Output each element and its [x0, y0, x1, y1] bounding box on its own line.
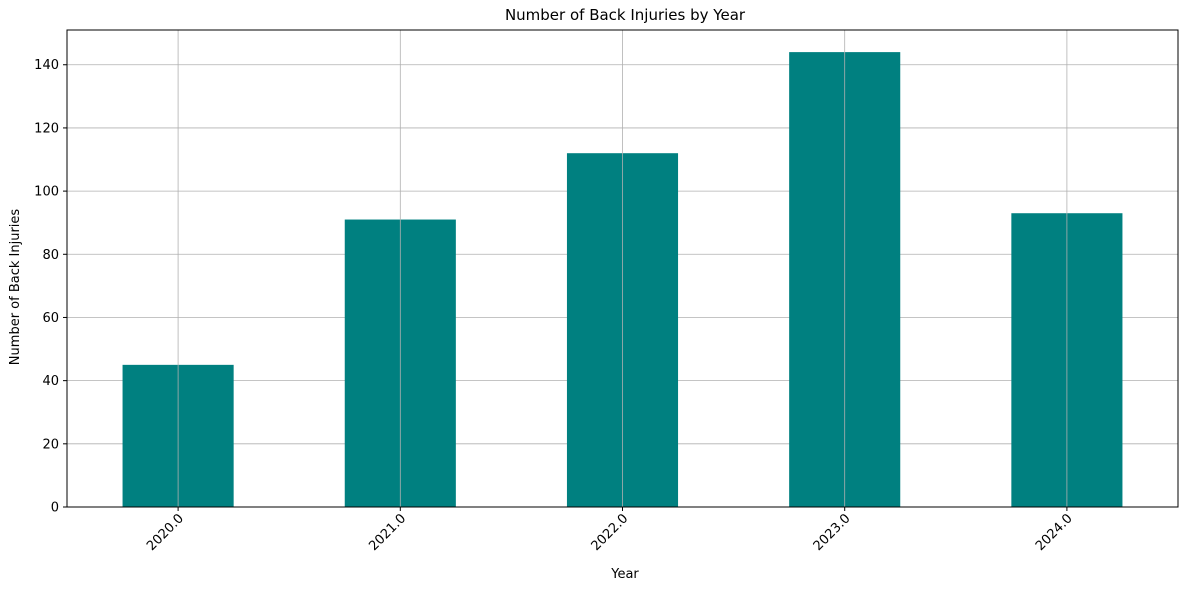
y-tick-label: 80	[42, 248, 59, 263]
x-tick-label: 2022.0	[589, 511, 632, 554]
x-tick-label: 2023.0	[811, 511, 854, 554]
y-tick-label: 60	[42, 311, 59, 326]
vertical-grid-layer	[177, 30, 1068, 507]
y-tick-label: 20	[42, 437, 59, 452]
chart-title: Number of Back Injuries by Year	[505, 6, 746, 24]
x-tick-label: 2020.0	[144, 511, 187, 554]
y-tick-label: 40	[42, 374, 59, 389]
x-tick-label: 2021.0	[366, 511, 409, 554]
y-axis: 0 20 40 60 80 100 120 140	[34, 58, 67, 516]
y-tick-label: 140	[34, 58, 59, 73]
y-tick-label: 120	[34, 121, 59, 136]
y-tick-label: 0	[51, 501, 59, 516]
x-tick-label: 2024.0	[1033, 511, 1076, 554]
x-axis: 2020.0 2021.0 2022.0 2023.0 2024.0	[144, 507, 1076, 554]
x-axis-label: Year	[610, 567, 639, 582]
y-axis-label: Number of Back Injuries	[8, 209, 23, 366]
y-tick-label: 100	[34, 185, 59, 200]
